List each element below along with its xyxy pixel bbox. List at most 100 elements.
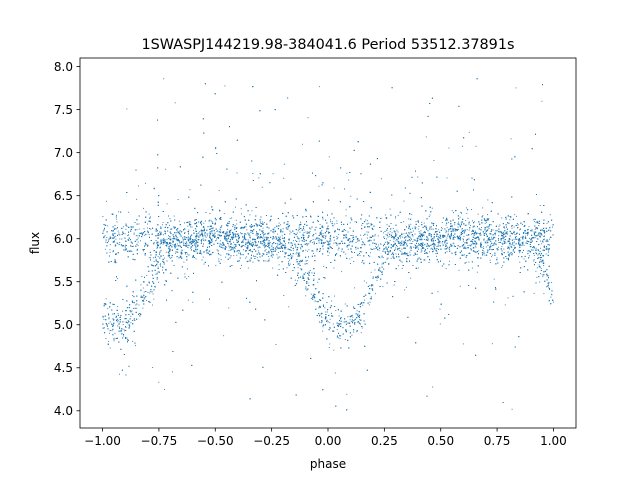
scatter-point <box>409 233 411 235</box>
scatter-point <box>397 249 398 251</box>
scatter-point <box>541 257 543 258</box>
scatter-point <box>434 244 436 246</box>
scatter-point <box>162 222 164 223</box>
scatter-point <box>395 231 397 233</box>
scatter-point <box>194 242 196 244</box>
scatter-point <box>474 245 476 247</box>
scatter-point <box>289 230 291 232</box>
scatter-point <box>165 231 166 233</box>
scatter-point <box>319 305 321 307</box>
scatter-point <box>445 268 447 270</box>
scatter-point <box>236 240 238 242</box>
scatter-point <box>196 250 198 252</box>
scatter-point <box>183 236 185 238</box>
scatter-point <box>462 343 464 345</box>
scatter-point <box>539 236 541 238</box>
scatter-point <box>512 225 514 226</box>
scatter-point <box>495 244 497 246</box>
scatter-point <box>424 226 426 228</box>
scatter-point <box>502 231 504 233</box>
scatter-point <box>468 253 470 254</box>
scatter-point <box>370 224 372 226</box>
scatter-point <box>410 223 412 225</box>
scatter-point <box>121 238 123 240</box>
scatter-point <box>296 232 298 234</box>
scatter-point <box>145 182 146 184</box>
scatter-point <box>416 253 418 255</box>
scatter-point <box>509 219 511 221</box>
scatter-point <box>233 241 235 243</box>
scatter-point <box>157 271 159 273</box>
scatter-point <box>175 252 177 254</box>
scatter-point <box>262 227 264 229</box>
scatter-point <box>107 308 109 310</box>
scatter-point <box>359 319 361 321</box>
scatter-point <box>160 263 162 265</box>
scatter-point <box>257 259 259 261</box>
scatter-point <box>244 226 246 228</box>
scatter-point <box>249 225 251 227</box>
scatter-point <box>157 266 159 268</box>
scatter-point <box>155 273 157 275</box>
scatter-point <box>454 228 456 230</box>
scatter-point <box>249 214 251 216</box>
scatter-point <box>441 222 443 224</box>
scatter-point <box>203 263 205 265</box>
scatter-point <box>369 244 371 246</box>
scatter-point <box>486 221 487 223</box>
scatter-point <box>247 234 249 236</box>
scatter-point <box>384 241 386 243</box>
scatter-point <box>323 235 325 237</box>
scatter-point <box>328 156 330 158</box>
scatter-point <box>518 256 520 258</box>
scatter-point <box>345 215 347 217</box>
scatter-point <box>249 237 251 239</box>
scatter-point <box>514 214 516 216</box>
scatter-point <box>469 244 471 246</box>
scatter-point <box>447 219 448 221</box>
scatter-point <box>262 221 263 223</box>
scatter-point <box>451 210 453 212</box>
scatter-point <box>536 276 538 278</box>
scatter-point <box>395 240 397 242</box>
scatter-point <box>361 224 363 226</box>
scatter-point <box>235 245 237 247</box>
scatter-point <box>402 240 404 242</box>
scatter-point <box>372 277 374 279</box>
scatter-point <box>431 207 433 209</box>
scatter-point <box>169 224 170 226</box>
scatter-point <box>259 246 261 248</box>
scatter-point <box>187 225 189 227</box>
scatter-point <box>417 228 419 230</box>
scatter-point <box>187 247 189 249</box>
scatter-point <box>327 242 329 244</box>
scatter-point <box>350 263 351 264</box>
scatter-point <box>203 251 205 253</box>
scatter-point <box>235 206 236 208</box>
scatter-point <box>538 264 540 266</box>
scatter-point <box>395 217 396 219</box>
scatter-point <box>494 242 496 244</box>
scatter-point <box>116 319 118 321</box>
scatter-point <box>277 248 279 250</box>
scatter-point <box>166 203 168 205</box>
scatter-point <box>417 176 419 178</box>
scatter-point <box>146 275 148 276</box>
scatter-point <box>164 388 165 390</box>
scatter-point <box>329 238 331 240</box>
scatter-point <box>330 240 332 242</box>
scatter-point <box>283 177 285 179</box>
scatter-point <box>301 234 303 236</box>
scatter-point <box>133 233 135 235</box>
scatter-point <box>302 143 303 145</box>
scatter-point <box>247 240 249 242</box>
scatter-point <box>424 231 426 232</box>
scatter-point <box>409 251 411 253</box>
scatter-point <box>228 235 230 237</box>
scatter-point <box>249 235 251 236</box>
scatter-point <box>257 250 259 252</box>
scatter-point <box>148 257 150 259</box>
scatter-point <box>334 295 335 297</box>
scatter-point <box>132 295 134 296</box>
scatter-point <box>132 245 134 247</box>
